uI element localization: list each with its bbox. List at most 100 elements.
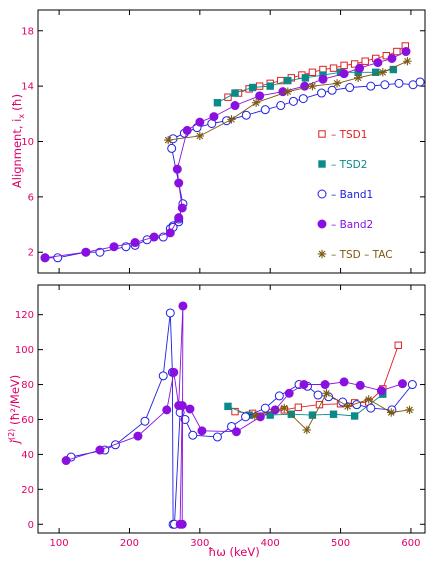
alignment-series xyxy=(40,42,425,263)
legend: – TSD1 – TSD2 – Band1 – Band2 – TSD – TAC xyxy=(317,129,393,261)
tsd2-point xyxy=(248,83,257,92)
tsd2-point xyxy=(284,76,292,85)
tsdtac-point xyxy=(302,425,311,435)
band1-point xyxy=(212,432,222,442)
series-band2 xyxy=(40,47,411,263)
band1-point xyxy=(366,81,376,91)
band2-point xyxy=(231,427,241,437)
tsd1-point xyxy=(329,64,338,72)
tsdtac-point xyxy=(405,405,414,415)
band1-point xyxy=(241,412,251,422)
series-tsdtac xyxy=(250,389,414,435)
y-tick-label: 2 xyxy=(28,248,34,259)
tsd1-point xyxy=(294,403,303,411)
y-tick-label: 60 xyxy=(21,415,34,426)
tsd1-point xyxy=(255,82,264,90)
alignment-y-axis-title: Alignment, ix(ħ) xyxy=(10,94,26,188)
band1-point xyxy=(415,77,425,87)
series-band1 xyxy=(66,308,417,529)
x-tick-label: 600 xyxy=(401,538,420,549)
tsd2-point xyxy=(266,82,274,90)
legend-marker-tsd2 xyxy=(318,160,326,168)
band2-point xyxy=(387,53,397,63)
tsdtac-point xyxy=(308,81,317,91)
y-tick-label: 40 xyxy=(21,450,34,461)
band2-point xyxy=(165,228,175,238)
tsdtac-point xyxy=(378,68,387,77)
band1-point xyxy=(260,105,270,115)
tsd1-point xyxy=(394,341,402,349)
x-tick-label: 100 xyxy=(50,538,69,549)
tsd2-point xyxy=(213,99,222,107)
band2-point xyxy=(197,426,207,436)
band1-point xyxy=(167,143,177,153)
tsd1-point xyxy=(277,76,285,85)
band1-point xyxy=(313,390,323,400)
alignment-ticks: 2 6 10 14 18 xyxy=(21,10,425,273)
tsdtac-point xyxy=(332,79,342,88)
band2-point xyxy=(174,213,184,223)
band1-point xyxy=(394,78,404,88)
tsdtac-point xyxy=(322,389,331,398)
y-tick-label: 80 xyxy=(21,380,34,391)
band2-point xyxy=(318,74,328,84)
band2-point xyxy=(255,91,265,101)
series-tsdtac xyxy=(163,57,412,145)
band1-point xyxy=(288,96,298,106)
band2-point xyxy=(162,405,172,415)
tsd2-point xyxy=(350,412,359,420)
band1-point xyxy=(53,253,63,263)
band1-point xyxy=(165,308,175,318)
tsd1-point xyxy=(361,57,369,65)
tsd1-point xyxy=(393,47,401,56)
y-tick-label: 6 xyxy=(28,192,34,203)
tsdtac-point xyxy=(387,408,396,417)
tsdtac-line xyxy=(168,60,408,141)
y-tick-label: 10 xyxy=(21,137,34,148)
tsdtac-point xyxy=(251,98,261,107)
band2-line xyxy=(65,305,403,525)
tsd2-point xyxy=(329,410,338,418)
band1-point xyxy=(366,403,376,413)
band2-point xyxy=(355,63,365,73)
moment-of-inertia-panel: 0 20 40 60 80 100 120 100 200 300 400 500 600 ǰ(2) (… xyxy=(7,284,426,559)
x-tick-label: 400 xyxy=(261,538,280,549)
band2-point xyxy=(185,404,195,414)
tsdtac-point xyxy=(353,73,363,83)
inertia-plot-frame xyxy=(37,284,426,534)
tsdtac-point xyxy=(403,57,412,66)
tsdtac-point xyxy=(163,135,173,145)
band2-point xyxy=(320,380,330,390)
series-band2 xyxy=(61,301,407,529)
band1-point xyxy=(327,85,337,95)
legend-marker-band2 xyxy=(317,219,327,229)
tsdtac-point xyxy=(280,403,289,413)
band2-point xyxy=(339,377,349,387)
tsd1-point xyxy=(308,68,317,76)
band1-point xyxy=(380,80,390,90)
band2-point xyxy=(401,47,411,57)
tsdtac-point xyxy=(343,402,352,411)
tsd2-point xyxy=(301,74,310,82)
legend-label-band1: – Band1 xyxy=(331,189,373,201)
legend-item-band1: – Band1 xyxy=(317,189,373,201)
tsd2-point xyxy=(287,410,296,418)
band1-point xyxy=(317,88,327,98)
band2-point xyxy=(174,178,184,188)
legend-item-band2: – Band2 xyxy=(317,219,373,231)
band2-point xyxy=(182,125,192,135)
band2-point xyxy=(149,232,159,242)
band2-point xyxy=(355,380,365,390)
band2-point xyxy=(230,101,240,111)
band2-point xyxy=(339,69,349,79)
tsd2-point xyxy=(308,411,317,419)
band2-point xyxy=(373,58,383,68)
tsdtac-point xyxy=(195,131,205,141)
y-tick-label: 100 xyxy=(15,345,34,356)
band1-point xyxy=(158,371,168,381)
band2-point xyxy=(195,117,205,127)
tsd1-point xyxy=(315,400,324,409)
y-tick-label: 120 xyxy=(15,310,34,321)
